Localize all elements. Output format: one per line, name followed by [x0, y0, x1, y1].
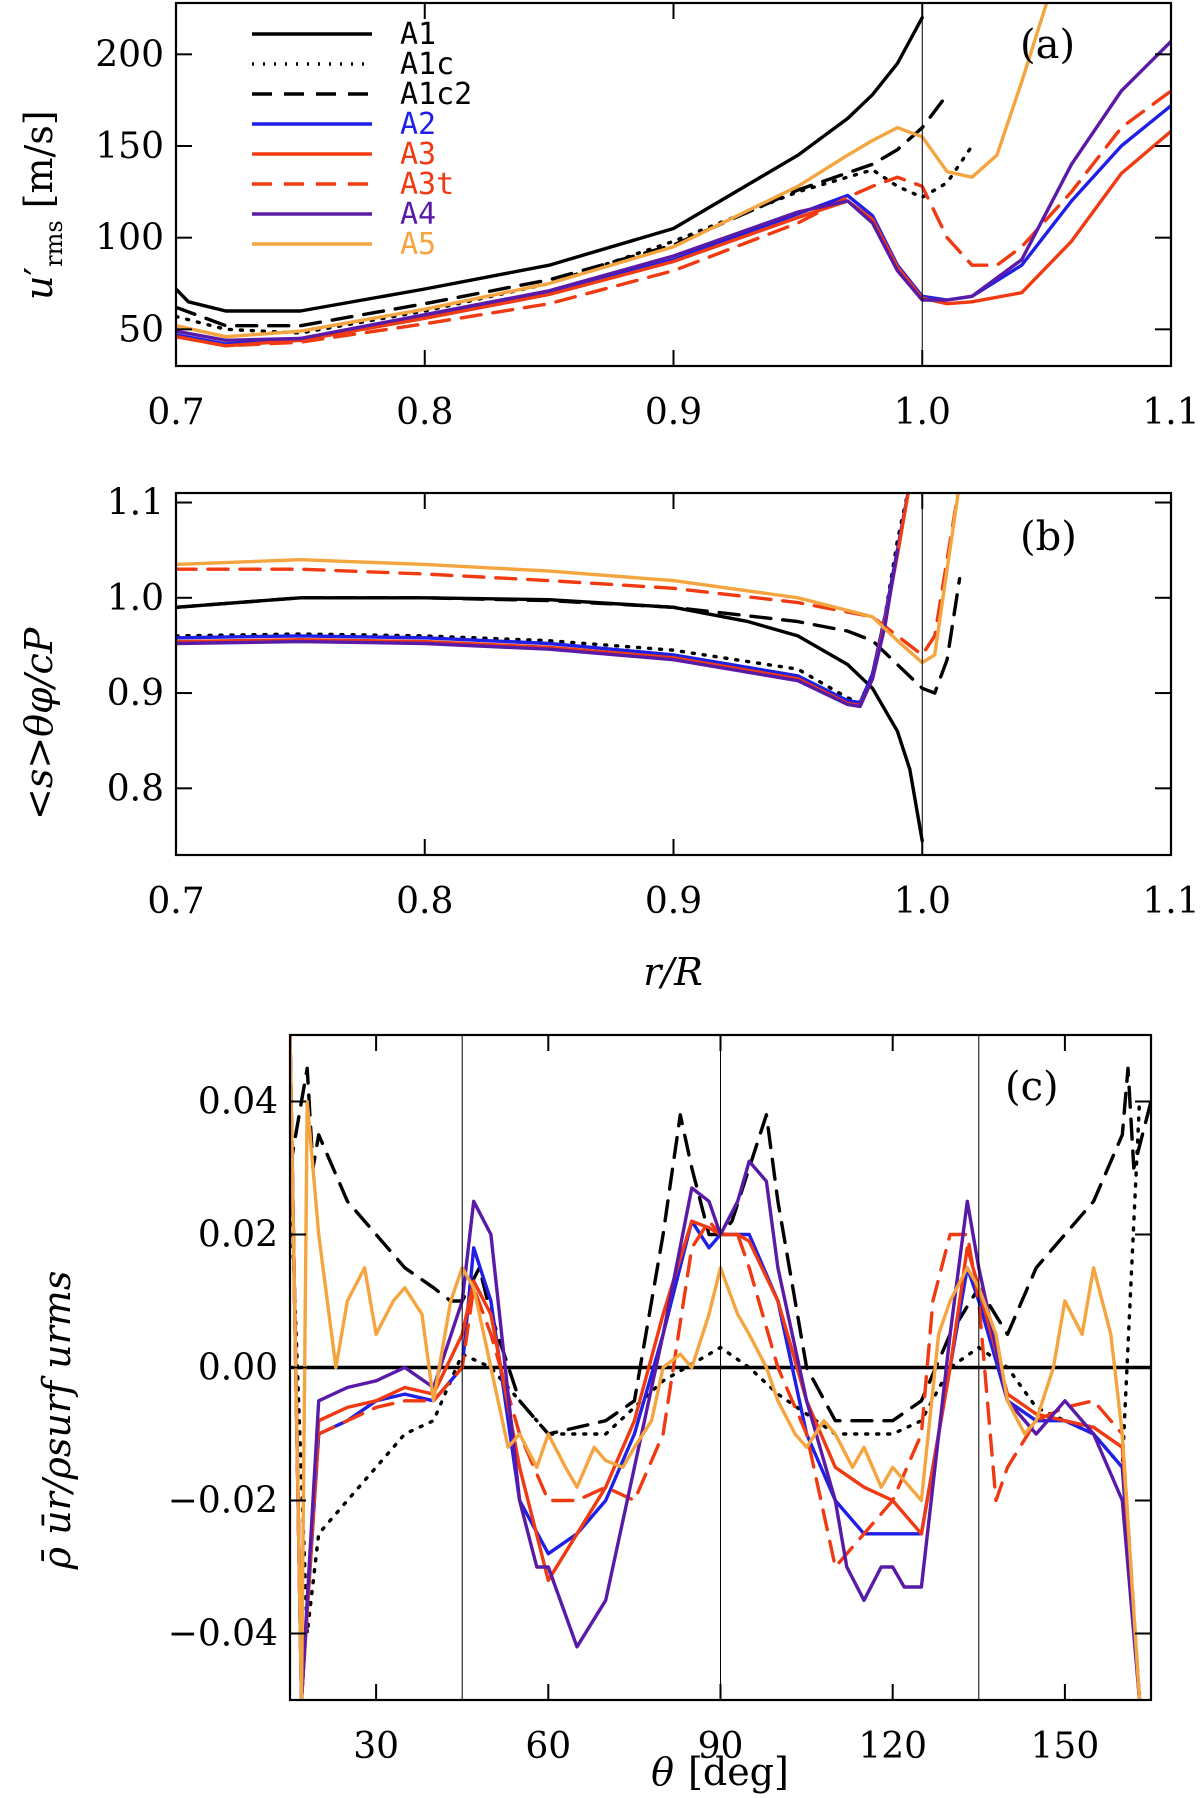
- panel-c-series-a5: [290, 1035, 1142, 1700]
- panel-c-label: (c): [1005, 1064, 1059, 1110]
- panel-b-label: (b): [1020, 514, 1077, 560]
- panel-b-xtick-label: 1.0: [894, 881, 951, 922]
- panel-c-xlabel-main: θ: [651, 1750, 674, 1794]
- panel-b-ytick-label: 0.9: [107, 673, 164, 714]
- panel-b-xlabel: r/R: [643, 950, 703, 994]
- panel-c-xtick-label: 30: [353, 1726, 399, 1767]
- panel-c-ytick-label: 0.02: [198, 1215, 278, 1256]
- panel-c-reference-lines: [461, 1035, 980, 1700]
- panel-c-series-a4: [290, 1035, 1142, 1700]
- panel-c-ytick-label: −0.04: [168, 1614, 278, 1655]
- panel-a-ylabel: u′rms [m/s]: [17, 110, 68, 300]
- legend-label-a1c2: A1c2: [400, 77, 472, 112]
- panel-b-series-a5: [176, 493, 960, 665]
- panel-b-series-a1c2: [176, 577, 962, 695]
- legend-label-a4: A4: [400, 197, 436, 232]
- panel-c-ytick-label: 0.04: [198, 1082, 278, 1123]
- panel-a-series: [176, 3, 1171, 348]
- panel-a-ylabel-prime: ′: [17, 267, 61, 276]
- panel-b-xtick-label: 0.7: [147, 881, 204, 922]
- panel-a-ticks: [175, 3, 1172, 366]
- panel-a-xtick-label: 1.0: [894, 392, 951, 433]
- legend-label-a1c: A1c: [400, 47, 454, 82]
- panel-b-series: [176, 493, 962, 843]
- panel-b-ytick-label: 1.0: [107, 578, 164, 619]
- panel-c-ytick-label: −0.02: [168, 1481, 278, 1522]
- panel-c-xlabel-unit: [deg]: [688, 1750, 789, 1794]
- panel-a-series-a1: [176, 16, 924, 313]
- panel-a-series-a3: [176, 129, 1171, 348]
- panel-b-ytick-label: 0.8: [107, 768, 164, 809]
- panel-c-xlabel: θ [deg]: [651, 1750, 789, 1794]
- panel-c-ylabel: ρ̄ ūr/ρsurf urms: [35, 1271, 79, 1571]
- legend-label-a1: A1: [400, 17, 436, 52]
- legend-label-a5: A5: [400, 227, 436, 262]
- panel-a-ytick-label: 50: [118, 309, 164, 350]
- panel-a-ytick-label: 150: [95, 126, 164, 167]
- panel-b-series-a1c: [176, 493, 910, 705]
- panel-a-series-a3t: [176, 89, 1171, 348]
- panel-b-tick-labels: 0.7 0.8 0.9 1.0 1.1 0.8 0.9 1.0 1.1: [107, 483, 1200, 922]
- panel-a-xtick-label: 0.8: [396, 392, 453, 433]
- panel-b-series-a3t: [176, 493, 960, 657]
- panel-a-series-a1c2: [176, 93, 949, 328]
- panel-a-series-a4: [176, 39, 1171, 342]
- panel-c-series-a3t: [290, 1035, 1142, 1700]
- legend-label-a3t: A3t: [400, 167, 454, 202]
- panel-b: 0.7 0.8 0.9 1.0 1.1 0.8 0.9 1.0 1.1 (b) <s>θφ/cP…: [17, 483, 1200, 994]
- panel-a-ylabel-unit: [m/s]: [17, 110, 61, 208]
- panel-a-series-a1c: [176, 144, 974, 335]
- panel-b-xtick-label: 0.9: [645, 881, 702, 922]
- panel-c-series-a1c2: [290, 1066, 1151, 1436]
- legend-label-a3: A3: [400, 137, 436, 172]
- panel-a-xtick-label: 0.7: [147, 392, 204, 433]
- panel-c-xtick-label: 90: [698, 1726, 744, 1767]
- panel-a-ylabel-sub: rms: [40, 220, 68, 267]
- panel-b-xtick-label: 0.8: [396, 881, 453, 922]
- panel-a-series-a5: [176, 3, 1049, 339]
- panel-a-ytick-label: 200: [95, 34, 164, 75]
- panel-a: 0.7 0.8 0.9 1.0 1.1 50 100 150 200 (a) A1A1cA1c2…: [17, 1, 1200, 433]
- panel-a-xtick-label: 0.9: [645, 392, 702, 433]
- panel-c-tick-labels: 30 60 90 120 150 −0.04 −0.02 0.00 0.02 0.04: [168, 1082, 1100, 1768]
- panel-a-ytick-label: 100: [95, 218, 164, 259]
- panel-c-xtick-label: 60: [525, 1726, 571, 1767]
- panel-c-series-a2: [290, 1035, 1142, 1700]
- panel-b-ytick-label: 1.1: [107, 483, 164, 524]
- panel-c-ticks: [290, 1035, 1151, 1700]
- panel-b-xtick-label: 1.1: [1142, 881, 1199, 922]
- panel-a-ylabel-main: u: [17, 276, 61, 300]
- panel-c-xtick-label: 150: [1031, 1726, 1100, 1767]
- legend-label-a2: A2: [400, 107, 436, 142]
- panel-a-tick-labels: 0.7 0.8 0.9 1.0 1.1 50 100 150 200: [95, 34, 1199, 433]
- panel-b-series-a4: [176, 548, 900, 709]
- panel-b-ticks: [175, 493, 1172, 855]
- panel-c-xtick-label: 120: [858, 1726, 927, 1767]
- panel-c-ytick-label: 0.00: [198, 1348, 278, 1389]
- panel-b-ylabel: <s>θφ/cP: [17, 626, 61, 820]
- panel-a-label: (a): [1020, 22, 1075, 68]
- panel-a-xtick-label: 1.1: [1142, 392, 1199, 433]
- panel-c: 30 60 90 120 150 −0.04 −0.02 0.00 0.02 0.04 (c) ρ…: [35, 1033, 1153, 1794]
